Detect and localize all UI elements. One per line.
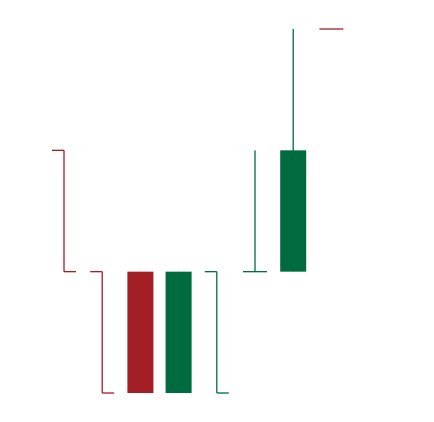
candle-body xyxy=(165,271,192,393)
candle-body xyxy=(127,271,154,393)
candle-body xyxy=(280,150,307,272)
